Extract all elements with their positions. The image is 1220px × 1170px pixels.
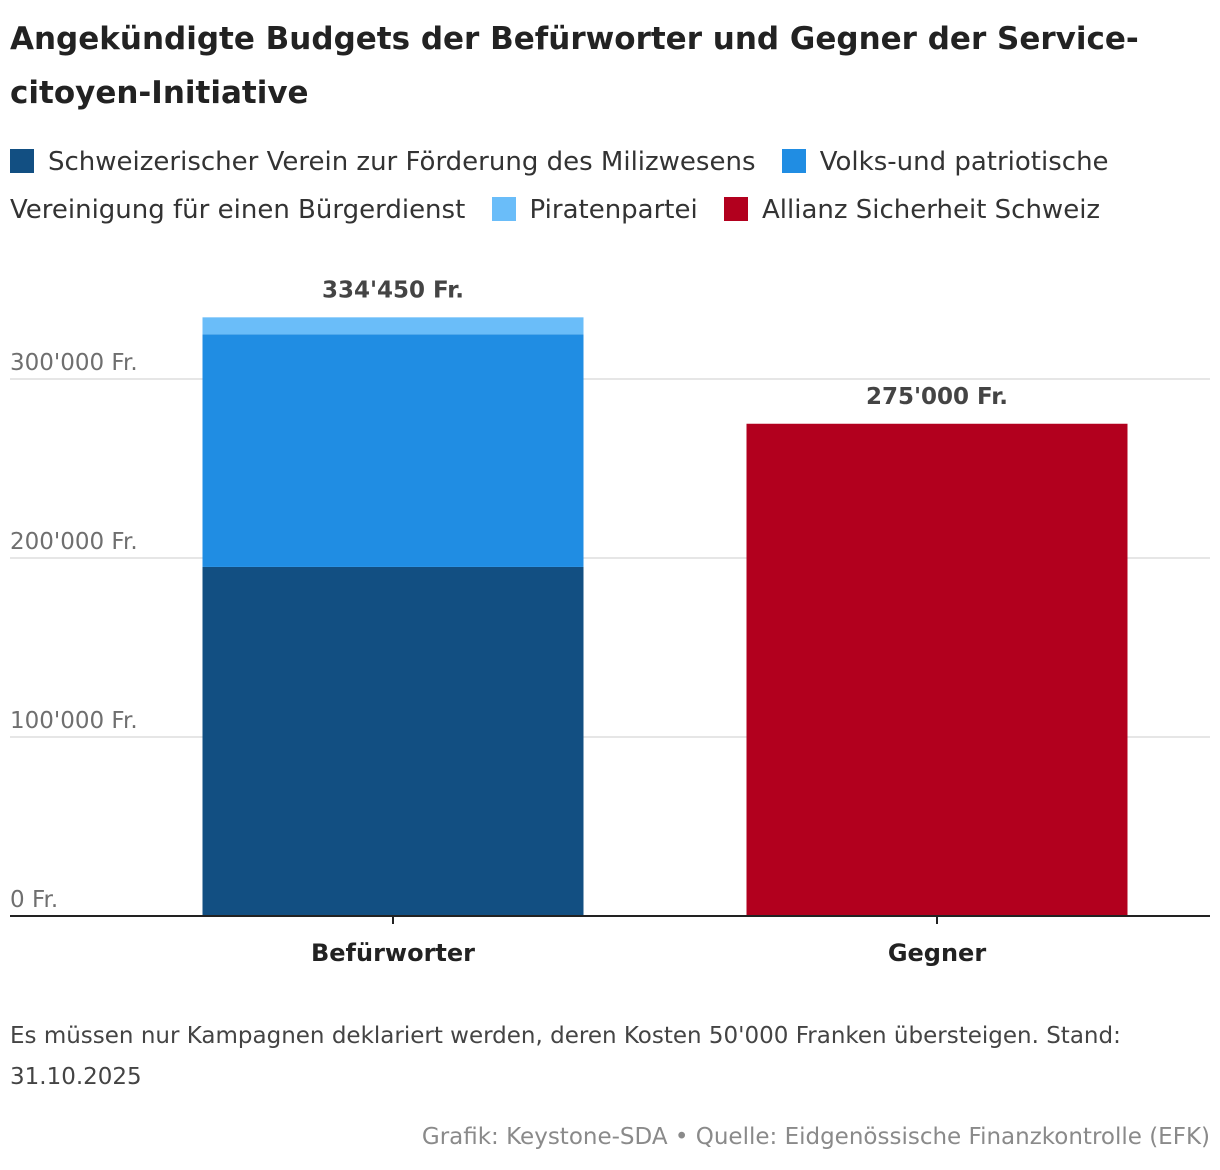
chart-title: Angekündigte Budgets der Befürworter und… (10, 21, 1139, 111)
legend-item-milizwesen: Schweizerischer Verein zur Förderung des… (10, 147, 755, 177)
bar-total-label: 275'000 Fr. (866, 384, 1008, 410)
legend-label-buergerdienst: Volks-und patriotische Vereinigung für e… (10, 147, 1109, 225)
source-credit: Grafik: Keystone-SDA • Quelle: Eidgenöss… (421, 1124, 1210, 1150)
x-tick-label: Gegner (888, 939, 987, 967)
legend-swatch-allianz (723, 197, 748, 221)
legend: Schweizerischer Verein zur Förderung des… (10, 138, 1210, 234)
bar-chart: 0 Fr. 100'000 Fr. 200'000 Fr. 300'000 Fr. 33… (10, 277, 1210, 967)
legend-label-allianz: Allianz Sicherheit Schweiz (761, 195, 1101, 225)
footnote: Es müssen nur Kampagnen deklariert werde… (10, 1023, 1121, 1090)
legend-swatch-buergerdienst (781, 149, 806, 173)
legend-label-milizwesen: Schweizerischer Verein zur Förderung des… (48, 147, 756, 177)
legend-item-piratenpartei: Piratenpartei (491, 195, 698, 225)
y-tick-label: 100'000 Fr. (10, 708, 138, 734)
x-tick-label: Befürworter (311, 939, 475, 967)
y-tick-label: 0 Fr. (10, 887, 58, 913)
legend-item-allianz: Allianz Sicherheit Schweiz (723, 195, 1101, 225)
y-tick-label: 200'000 Fr. (10, 529, 138, 555)
legend-swatch-piratenpartei (491, 197, 516, 221)
legend-item-buergerdienst: Volks-und patriotische Vereinigung für e… (10, 147, 1109, 225)
legend-swatch-milizwesen (10, 149, 34, 173)
bar-segment (746, 423, 1128, 916)
bar-total-label: 334'450 Fr. (322, 277, 464, 303)
y-tick-label: 300'000 Fr. (10, 350, 138, 376)
legend-label-piratenpartei: Piratenpartei (529, 195, 698, 225)
bar-segment (202, 334, 584, 567)
bar-segment (202, 317, 584, 335)
bar-segment (202, 566, 584, 916)
